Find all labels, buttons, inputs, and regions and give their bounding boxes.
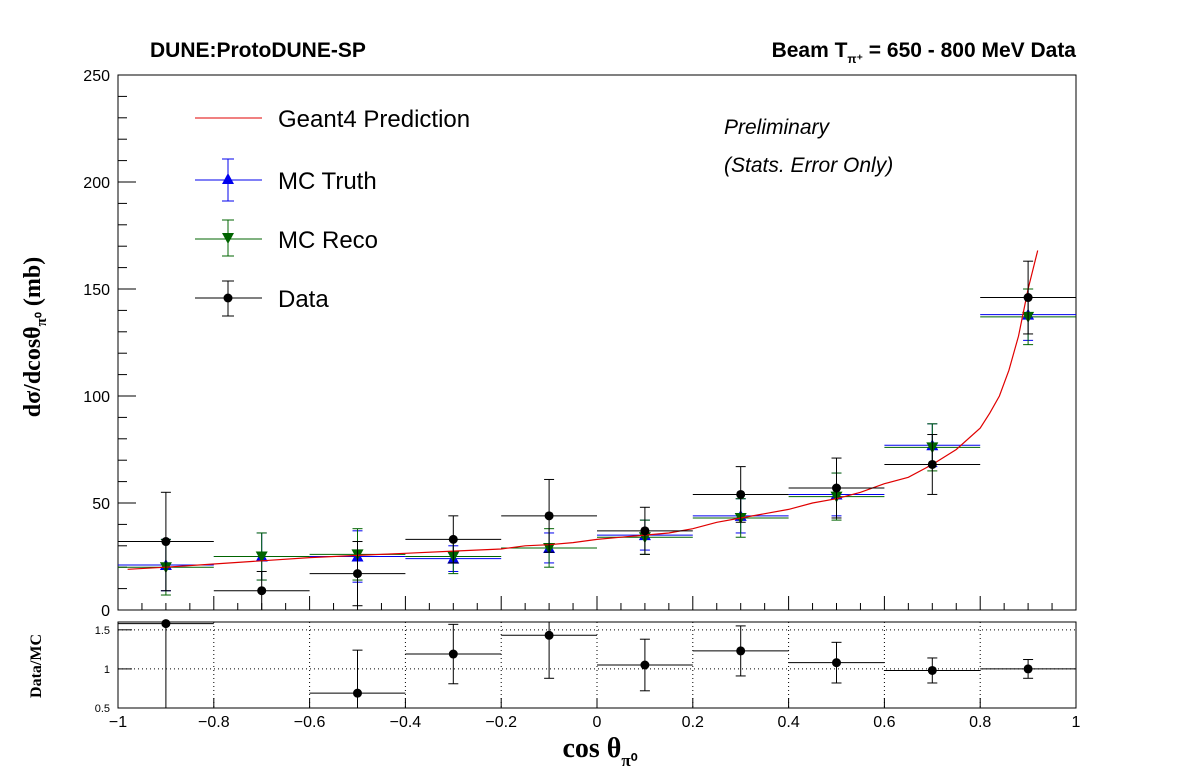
ratio-marker: [353, 688, 362, 698]
ratio-axis-ticks: 0.5 1 1.5 −1 −0.8 −0.6 −0.4 −0.2 0 0.2 0.4 0.6 0.8 1: [95, 625, 1081, 731]
data-marker: [257, 586, 267, 596]
data-marker: [736, 489, 746, 499]
x-tick-label: 0.4: [777, 714, 799, 731]
y-tick-label: 200: [83, 175, 110, 192]
ratio-y-tick-label: 1: [104, 664, 110, 676]
x-tick-label: −1: [109, 714, 127, 731]
stats-error-label: (Stats. Error Only): [724, 154, 893, 177]
ratio-marker: [736, 646, 746, 656]
x-tick-label: −0.6: [294, 714, 326, 731]
x-tick-label: 0: [593, 714, 602, 731]
ratio-marker: [1023, 664, 1033, 674]
ratio-point: [118, 619, 214, 709]
geant4-prediction-line: [127, 250, 1039, 570]
ratio-point: [597, 638, 693, 692]
legend-data-marker: [195, 280, 262, 317]
y-tick-label: 250: [83, 68, 110, 85]
data-marker: [448, 534, 458, 544]
main-plot-frame: [117, 74, 1077, 611]
legend: Geant4 Prediction MC Truth MC Reco Data: [195, 106, 470, 317]
data-series: [118, 250, 1076, 611]
plot-title-left: DUNE:ProtoDUNE-SP: [150, 39, 366, 62]
data-marker: [640, 526, 650, 536]
x-tick-label: −0.4: [390, 714, 422, 731]
main-axis-ticks: 0 50 100 150 200 250: [83, 68, 1077, 620]
ratio-y-tick-label: 0.5: [95, 703, 110, 715]
legend-mc-reco-marker: [195, 219, 262, 257]
x-tick-label: 1: [1072, 714, 1081, 731]
legend-mc-truth-label: MC Truth: [278, 168, 377, 195]
legend-data-label: Data: [278, 286, 329, 313]
data-point: [501, 478, 597, 553]
ratio-marker: [448, 649, 458, 659]
y-tick-label: 100: [83, 389, 110, 406]
ratio-series: [118, 619, 1076, 709]
y-axis-title-main: dσ/dcosθπ⁰ (mb): [20, 257, 50, 418]
data-point: [692, 466, 789, 523]
data-marker: [544, 511, 554, 521]
x-tick-label: −0.2: [485, 714, 517, 731]
x-tick-label: −0.8: [198, 714, 230, 731]
data-point: [788, 457, 885, 519]
legend-geant4-label: Geant4 Prediction: [278, 106, 470, 133]
ratio-point: [980, 659, 1076, 679]
legend-mc-truth-marker: [195, 158, 262, 202]
data-marker: [927, 459, 937, 469]
ratio-y-tick-label: 1.5: [95, 625, 110, 637]
data-point: [118, 491, 214, 592]
ratio-marker: [161, 619, 171, 629]
data-marker: [161, 537, 171, 547]
data-point: [309, 541, 406, 607]
data-point: [980, 260, 1076, 335]
ratio-marker: [640, 660, 650, 670]
y-tick-label: 150: [83, 282, 110, 299]
mc-reco-marker: [255, 551, 268, 563]
ratio-point: [884, 657, 981, 684]
legend-mc-reco-label: MC Reco: [278, 227, 378, 254]
ratio-point: [405, 623, 502, 685]
preliminary-label: Preliminary: [724, 116, 831, 139]
data-marker: [832, 483, 841, 493]
ratio-marker: [544, 630, 554, 640]
data-point: [884, 434, 981, 495]
y-tick-label: 0: [101, 603, 110, 620]
data-marker: [1023, 293, 1033, 303]
data-point: [213, 570, 310, 611]
ratio-point: [309, 649, 406, 709]
ratio-point: [788, 641, 885, 684]
data-point: [597, 506, 693, 555]
plot-title-right: Beam Tπ⁺ = 650 - 800 MeV Data: [772, 39, 1077, 66]
y-axis-title-ratio: Data/MC: [28, 634, 45, 698]
data-marker: [353, 569, 362, 579]
y-tick-label: 50: [92, 496, 110, 513]
data-point: [405, 515, 502, 564]
x-tick-label: 0.2: [682, 714, 704, 731]
ratio-point: [692, 625, 789, 677]
ratio-marker: [832, 658, 841, 668]
ratio-marker: [927, 665, 937, 675]
x-tick-label: 0.8: [969, 714, 991, 731]
x-axis-title: cos θπ⁰: [562, 733, 637, 770]
x-tick-label: 0.6: [873, 714, 895, 731]
ratio-point: [501, 621, 597, 679]
